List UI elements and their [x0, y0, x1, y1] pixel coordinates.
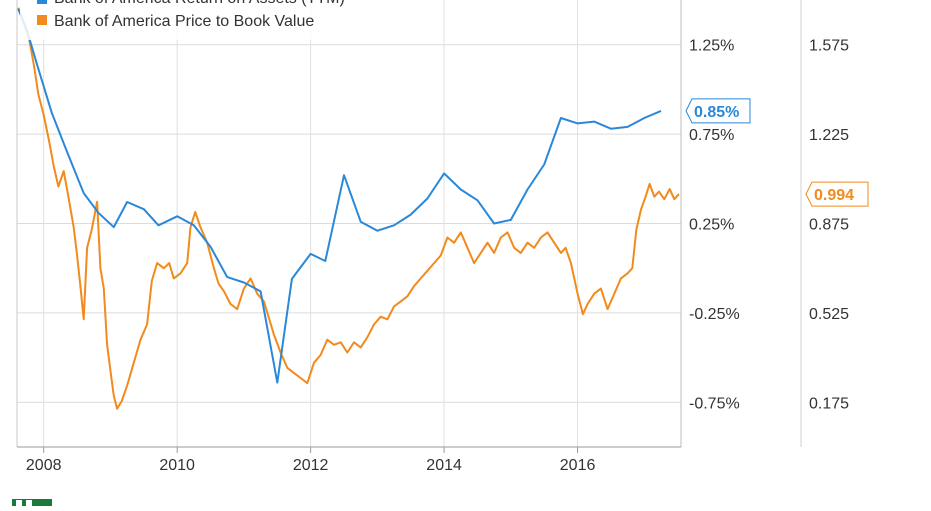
left-axis-tick-label: 0.25% [689, 217, 734, 234]
left-axis-tick-label: -0.75% [689, 395, 740, 412]
legend-swatch-ptb [37, 15, 47, 25]
right-axis-tick-label: 0.525 [809, 306, 849, 323]
vertical-gridlines [43, 0, 579, 447]
source-logo [12, 499, 52, 506]
legend: Bank of America Return on Assets (TTM) B… [20, 0, 424, 40]
right-axis-tick-label: 0.875 [809, 217, 849, 234]
left-axis-tick-label: 0.75% [689, 127, 734, 144]
roa-series-line [17, 8, 662, 384]
legend-swatch-roa [37, 0, 47, 4]
roa-end-label-box [685, 98, 751, 124]
x-axis-tick-label: 2012 [293, 457, 329, 474]
series-group [17, 7, 680, 410]
right-axis-tick-label: 1.225 [809, 127, 849, 144]
left-axis-tick-label: 1.25% [689, 38, 734, 55]
x-axis-tick-label: 2008 [26, 457, 62, 474]
ptb-end-label: 0.994 [814, 187, 854, 204]
legend-background [20, 0, 424, 40]
ptb-series-line [17, 7, 680, 410]
left-axis-tick-label: -0.25% [689, 306, 740, 323]
legend-label-roa: Bank of America Return on Assets (TTM) [54, 0, 345, 7]
x-axis-tick-label: 2014 [426, 457, 462, 474]
x-axis-labels: 2008 2010 2012 2014 2016 [26, 457, 596, 474]
horizontal-gridlines [17, 44, 681, 403]
left-axis-labels: 1.25% 0.75% 0.25% -0.25% -0.75% [689, 38, 740, 413]
x-axis-ticks [43, 447, 579, 453]
legend-label-ptb: Bank of America Price to Book Value [54, 13, 314, 30]
ptb-end-label-box [805, 181, 869, 207]
end-value-labels: 0.85% 0.994 [685, 98, 869, 207]
x-axis-tick-label: 2010 [159, 457, 195, 474]
roa-end-label: 0.85% [694, 104, 739, 121]
right-axis-tick-label: 0.175 [809, 395, 849, 412]
right-axis-labels: 1.575 1.225 0.875 0.525 0.175 [809, 38, 849, 413]
right-axis-tick-label: 1.575 [809, 38, 849, 55]
x-axis-tick-label: 2016 [560, 457, 596, 474]
